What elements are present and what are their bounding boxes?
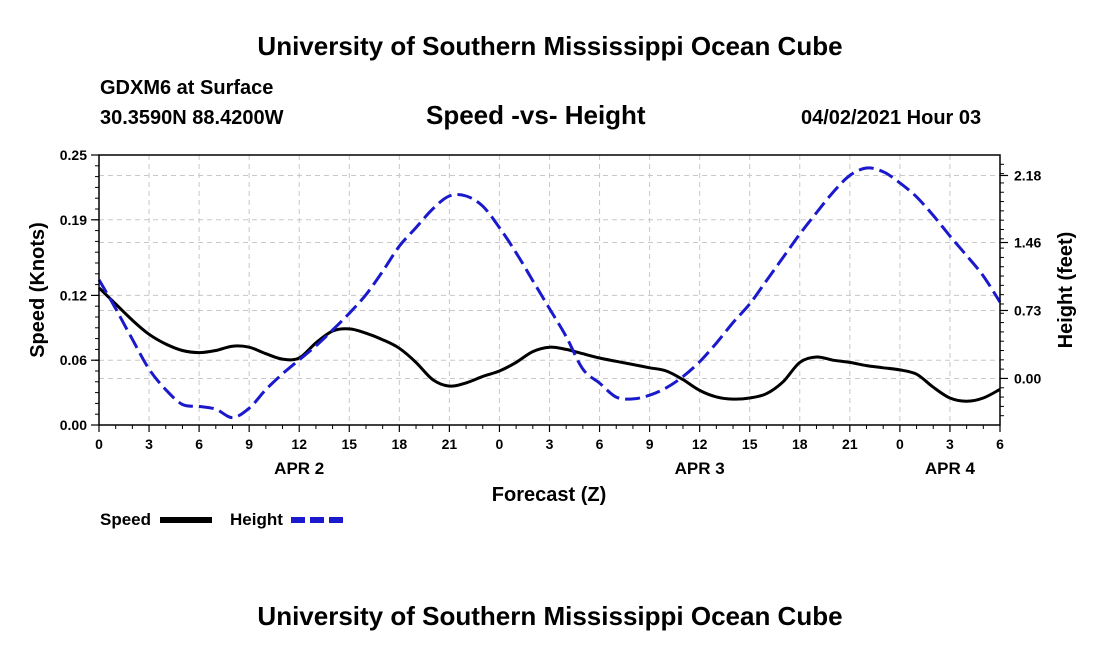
x-tick-label: 18 [392,436,408,452]
x-tick-label: 0 [496,436,504,452]
x-tick-label: 15 [742,436,758,452]
y-left-tick-label: 0.06 [60,352,87,368]
x-tick-label: 12 [692,436,708,452]
x-tick-label: 6 [195,436,203,452]
x-tick-label: 21 [842,436,858,452]
x-tick-label: 9 [245,436,253,452]
y-right-tick-label: 0.73 [1014,302,1041,318]
page-title: University of Southern Mississippi Ocean… [257,31,843,61]
x-tick-label: 18 [792,436,808,452]
datetime-label: 04/02/2021 Hour 03 [801,107,982,129]
y-axis-left-label: Speed (Knots) [27,222,49,358]
x-tick-label: 12 [291,436,307,452]
footer-title: University of Southern Mississippi Ocean… [257,601,843,631]
x-tick-label: 9 [646,436,654,452]
x-tick-label: 6 [996,436,1004,452]
x-tick-label: 3 [546,436,554,452]
y-left-tick-label: 0.00 [60,417,87,433]
grid [99,155,1000,425]
y-right-tick-label: 2.18 [1014,167,1041,183]
series-layer [97,166,1002,420]
axis-labels: Forecast (Z) Speed (Knots) Height (feet) [27,222,1077,506]
legend-speed-label: Speed [100,510,151,529]
series-line-height [97,166,1002,420]
y-right-tick-label: 0.00 [1014,370,1041,386]
legend: Speed Height [100,510,343,529]
coordinates-label: 30.3590N 88.4200W [100,107,284,129]
date-label: APR 4 [925,459,976,478]
y-left-tick-label: 0.12 [60,287,87,303]
x-axis-label: Forecast (Z) [492,484,606,506]
station-label: GDXM6 at Surface [100,77,274,99]
x-tick-label: 3 [946,436,954,452]
date-label: APR 3 [675,459,725,478]
chart-title: Speed -vs- Height [426,100,646,130]
y-axis-right-label: Height (feet) [1055,232,1077,349]
y-left-tick-label: 0.25 [60,147,87,163]
x-tick-label: 15 [341,436,357,452]
x-tick-label: 0 [896,436,904,452]
legend-height-label: Height [230,510,283,529]
date-label: APR 2 [274,459,324,478]
x-tick-label: 3 [145,436,153,452]
x-tick-label: 0 [95,436,103,452]
x-tick-label: 6 [596,436,604,452]
y-left-tick-label: 0.19 [60,212,87,228]
axes: 0 3 6 9 12 15 18 21 0 3 6 9 12 15 18 21 0 3 6 APR 2 APR 3 APR… [60,147,1042,478]
x-tick-label: 21 [442,436,458,452]
y-right-tick-label: 1.46 [1014,235,1041,251]
series-line-speed [97,286,1001,403]
